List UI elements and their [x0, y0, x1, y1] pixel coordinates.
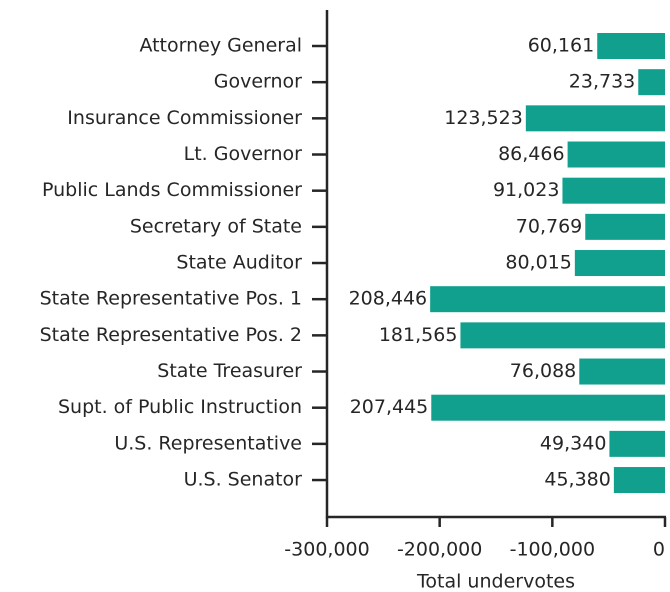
bar	[525, 105, 665, 132]
data-label: 80,015	[505, 252, 571, 274]
bar	[613, 467, 665, 494]
data-label: 70,769	[516, 215, 582, 237]
data-label: 208,446	[349, 288, 428, 310]
bar	[460, 322, 665, 349]
y-tick-label: Insurance Commissioner	[67, 107, 302, 129]
y-tick-label: Supt. of Public Instruction	[58, 396, 302, 418]
bar	[574, 250, 665, 277]
bar	[562, 177, 665, 204]
bar	[597, 33, 665, 59]
data-label: 76,088	[510, 360, 576, 382]
bar	[579, 358, 665, 385]
bar	[431, 394, 665, 421]
bar	[585, 213, 665, 240]
x-axis-label: Total undervotes	[416, 571, 575, 592]
y-tick-label: State Auditor	[176, 252, 302, 274]
y-tick-label: State Treasurer	[157, 360, 302, 382]
data-label: 207,445	[350, 396, 429, 418]
data-label: 86,466	[498, 143, 564, 165]
y-tick-label: State Representative Pos. 1	[40, 288, 302, 310]
y-tick-label: Attorney General	[139, 35, 302, 57]
data-label: 23,733	[569, 71, 635, 93]
bar	[609, 430, 665, 457]
data-label: 181,565	[379, 324, 458, 346]
x-tick-label: -200,000	[397, 539, 482, 561]
y-tick-label: U.S. Senator	[184, 469, 303, 491]
y-tick-label: Lt. Governor	[184, 143, 303, 165]
bar	[567, 141, 665, 168]
data-label: 45,380	[544, 469, 610, 491]
x-tick-label: 0	[653, 539, 665, 561]
data-label: 123,523	[444, 107, 523, 129]
x-tick-label: -300,000	[284, 539, 369, 561]
y-tick-label: Secretary of State	[130, 215, 302, 237]
data-label: 91,023	[493, 179, 559, 201]
data-label: 60,161	[528, 35, 594, 57]
y-tick-label: U.S. Representative	[114, 432, 302, 454]
y-tick-label: Governor	[214, 71, 302, 93]
bar	[430, 286, 665, 313]
data-label: 49,340	[540, 432, 606, 454]
bar	[638, 69, 665, 96]
y-tick-label: Public Lands Commissioner	[42, 179, 302, 201]
x-tick-label: -100,000	[510, 539, 595, 561]
y-tick-label: State Representative Pos. 2	[40, 324, 302, 346]
